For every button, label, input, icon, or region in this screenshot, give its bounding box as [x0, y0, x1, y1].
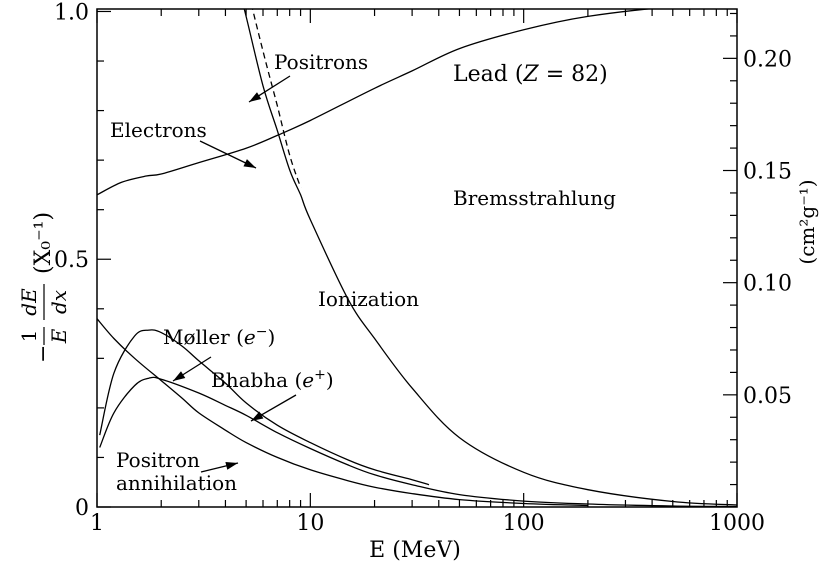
y-tick-label: 0.5 — [54, 248, 89, 273]
series-line-electrons — [243, 9, 737, 506]
bremsstrahlung-label: Bremsstrahlung — [453, 186, 616, 210]
x-tick-label: 1000 — [709, 511, 765, 536]
x-tick-label: 10 — [296, 511, 324, 536]
svg-text:1: 1 — [17, 330, 41, 343]
electrons-arrow — [199, 140, 257, 169]
series-line-bhabha-e — [99, 376, 737, 507]
positrons-label: Positrons — [274, 50, 368, 74]
y-axis-label: − 1 E dE dx (X₀⁻¹) — [17, 212, 71, 363]
y2-tick-label: 0.10 — [743, 272, 792, 297]
moller-arrow — [172, 356, 212, 382]
svg-text:E: E — [47, 328, 71, 344]
tick-labels: 1 10 100 1000 0 0.5 1.0 0.05 0.10 0.15 0.20 — [54, 0, 792, 536]
electrons-label: Electrons — [110, 118, 207, 142]
y2-tick-label: 0.20 — [743, 47, 792, 72]
positron-annihilation-label-line2: annihilation — [116, 471, 237, 495]
positron-annihilation-label-line1: Positron — [116, 448, 200, 472]
svg-text:(X₀⁻¹): (X₀⁻¹) — [31, 212, 56, 274]
bhabha-arrow — [250, 394, 297, 422]
x-tick-label: 100 — [503, 511, 545, 536]
series-line-positron-annihilation — [97, 318, 588, 507]
series-line-positrons — [251, 9, 302, 188]
bhabha-label: Bhabha (e+) — [211, 367, 334, 392]
series-line-m-ller-e — [99, 329, 430, 486]
positron-annihilation-arrow — [200, 461, 239, 473]
svg-text:dx: dx — [47, 290, 71, 314]
x-tick-label: 1 — [90, 511, 104, 536]
y2-axis-label: (cm²g⁻¹) — [795, 179, 819, 264]
y2-tick-label: 0.15 — [743, 160, 792, 185]
svg-text:−: − — [31, 345, 56, 363]
y-tick-label: 0 — [75, 496, 89, 521]
moller-label: Møller (e−) — [163, 324, 275, 349]
positrons-arrow — [248, 75, 291, 103]
ionization-label: Ionization — [318, 287, 419, 311]
y2-tick-label: 0.05 — [743, 384, 792, 409]
x-axis-label: E (MeV) — [369, 538, 461, 563]
series-line-bremsstrahlung — [97, 9, 654, 196]
svg-text:dE: dE — [17, 288, 41, 316]
axis-ticks — [96, 9, 738, 508]
lead-label: Lead (Z = 82) — [453, 62, 608, 87]
arrows — [172, 75, 297, 473]
plot-frame — [96, 8, 738, 508]
curves — [97, 9, 737, 507]
y-tick-label: 1.0 — [54, 0, 89, 25]
